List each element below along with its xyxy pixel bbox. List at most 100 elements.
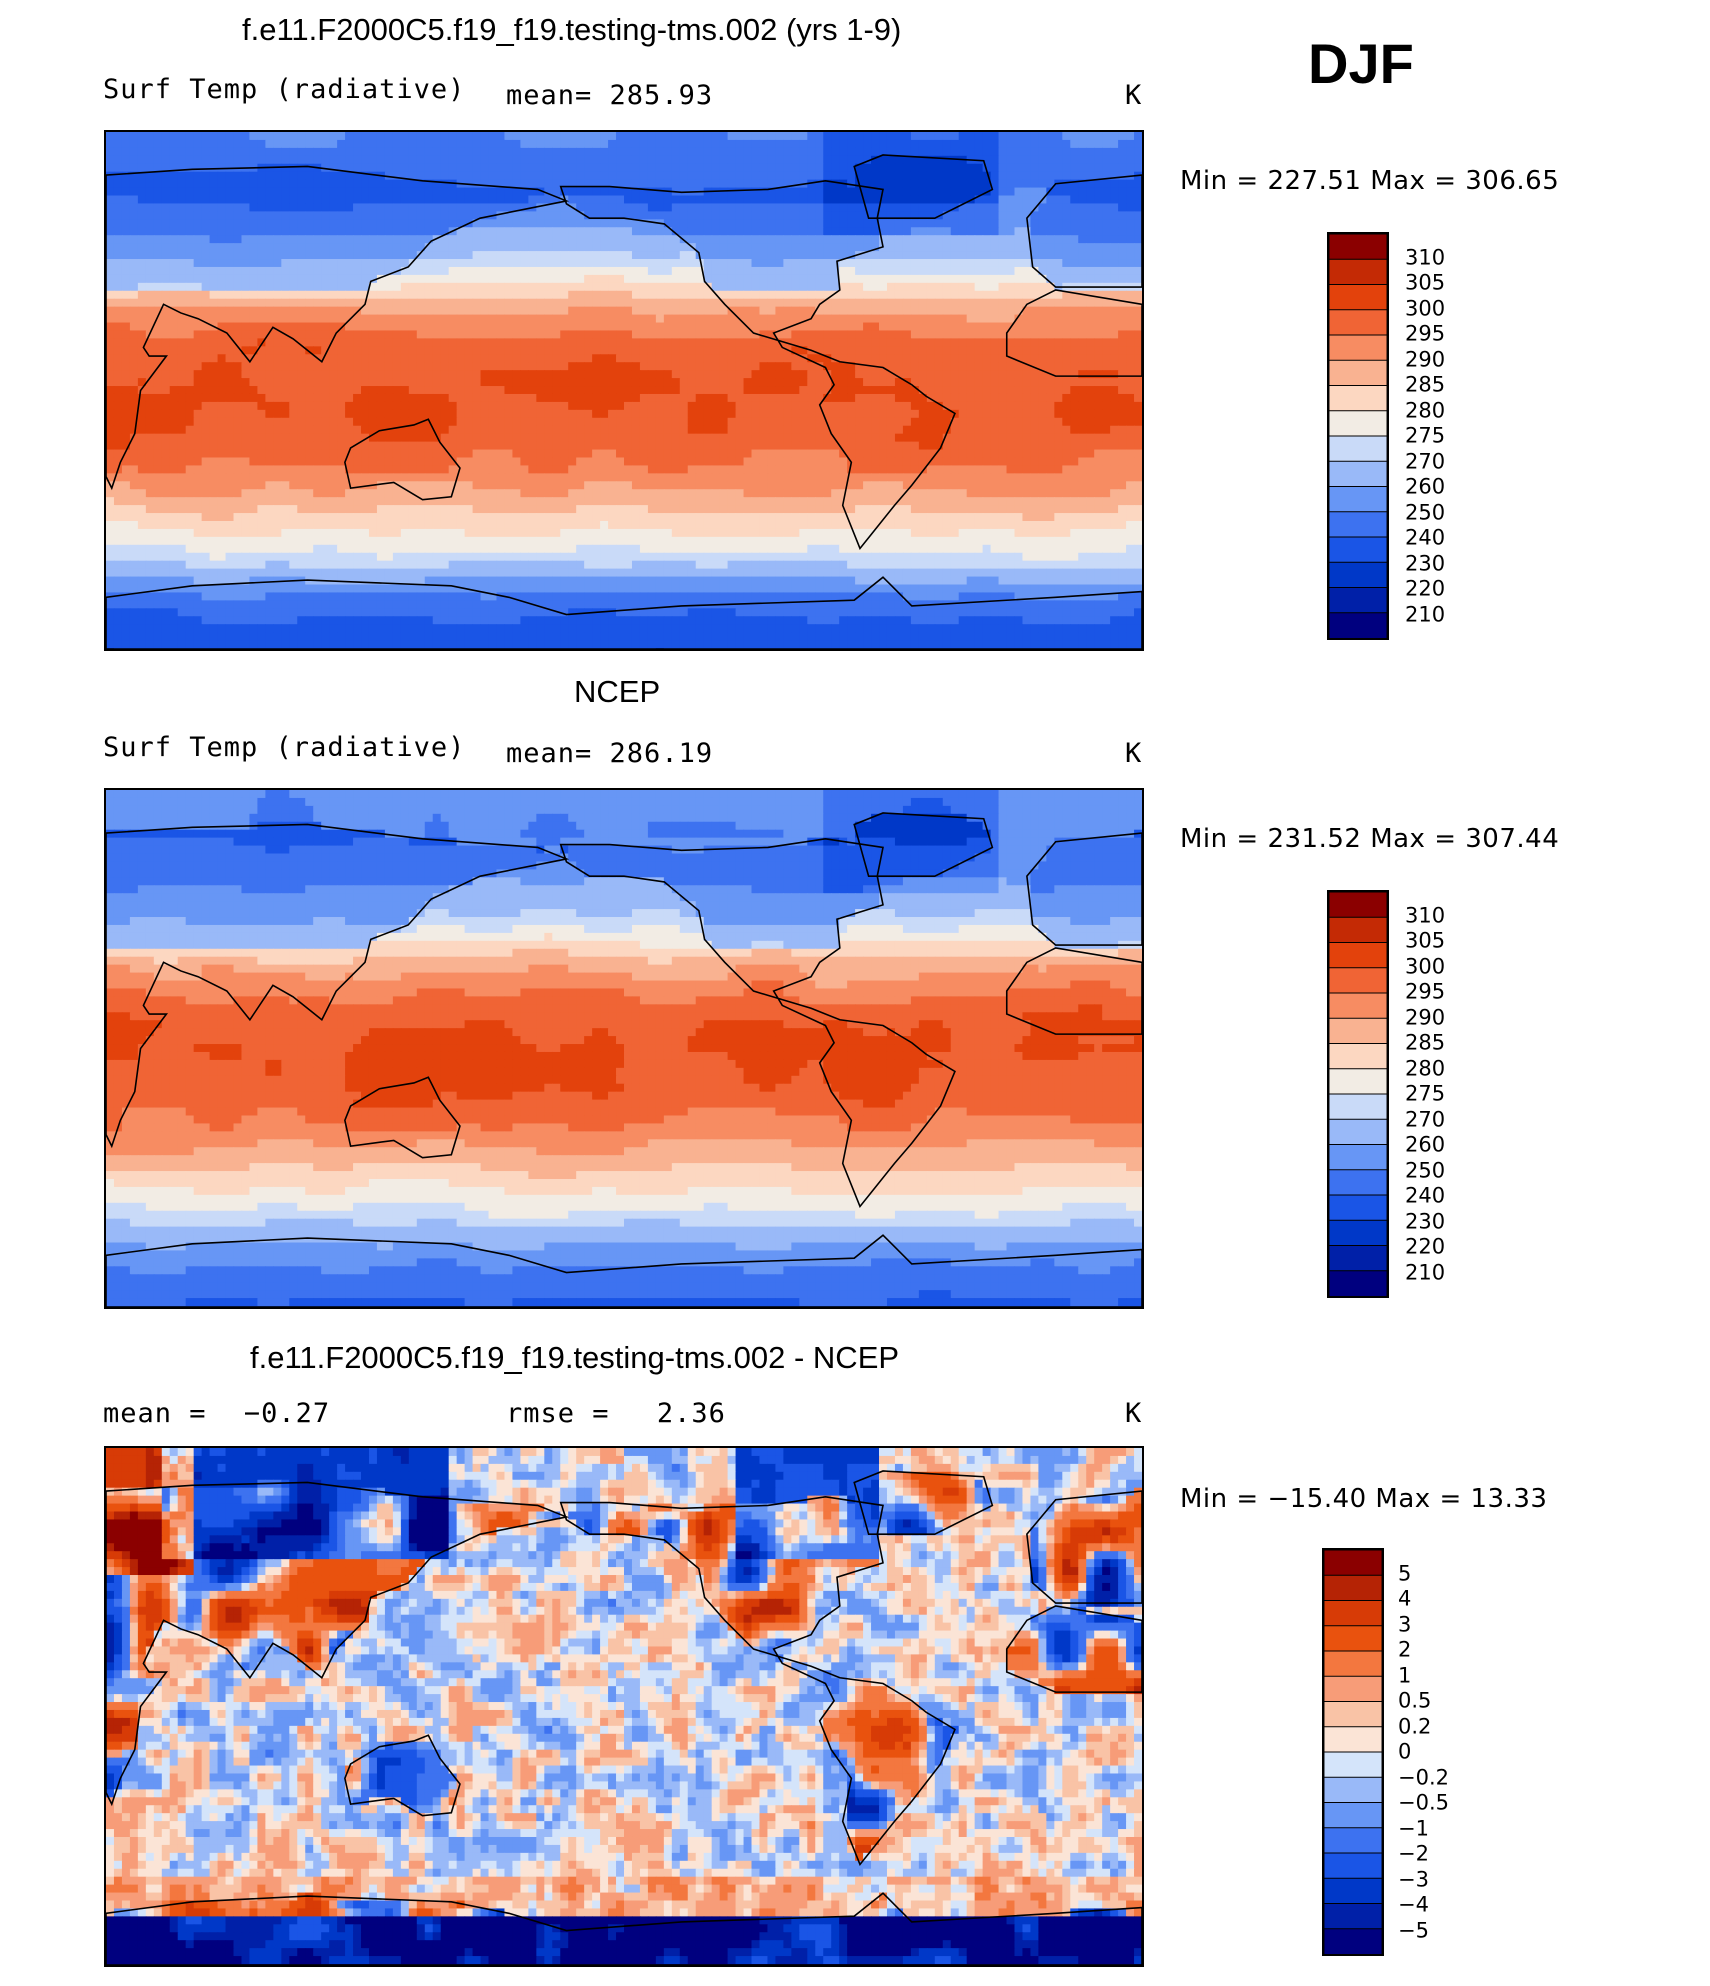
colorbar-box — [1329, 1270, 1387, 1296]
colorbar-box — [1324, 1802, 1382, 1829]
colorbar-tick-label: 260 — [1405, 1134, 1445, 1156]
panel1-map-svg — [106, 132, 1142, 649]
panel3-coastlines — [106, 1470, 1142, 1965]
colorbar-tick-label: 310 — [1405, 905, 1445, 926]
panel3-map-svg — [106, 1448, 1142, 1965]
colorbar-tick-label: −3 — [1398, 1869, 1429, 1890]
panel3-colorbar-svg — [1324, 1550, 1382, 1954]
colorbar-tick-label: −1 — [1398, 1818, 1429, 1839]
colorbar-tick-label: 285 — [1405, 1032, 1445, 1054]
coastline — [853, 1470, 994, 1535]
panel3-mean-text: mean = — [103, 1398, 207, 1429]
colorbar-box — [1324, 1726, 1382, 1753]
colorbar-box — [1329, 258, 1387, 286]
colorbar-tick-label: 280 — [1405, 400, 1445, 421]
colorbar-tick-label: 210 — [1405, 604, 1445, 625]
colorbar-box — [1329, 234, 1387, 261]
panel3-units: K — [1125, 1400, 1142, 1427]
colorbar-box — [1329, 1068, 1387, 1095]
colorbar-box — [1329, 1043, 1387, 1070]
coastline — [1005, 1605, 1142, 1693]
panel2-minmax: Min = 231.52 Max = 307.44 — [1180, 826, 1559, 852]
colorbar-box — [1324, 1625, 1382, 1652]
colorbar-tick-label: 220 — [1405, 1236, 1445, 1258]
colorbar-box — [1324, 1701, 1382, 1728]
colorbar-box — [1329, 892, 1387, 919]
colorbar-box — [1329, 536, 1387, 564]
colorbar-tick-label: 310 — [1405, 247, 1445, 268]
coastline — [344, 1734, 461, 1817]
colorbar-box — [1324, 1574, 1382, 1602]
colorbar-box — [1329, 385, 1387, 412]
coastline — [853, 154, 994, 219]
panel3-colorbar-labels: 5 4 3 2 1 0.5 0.2 0 −0.2 −0.5 −1 −2 −3 −4 −5 — [1398, 1548, 1478, 1956]
panel2-map — [104, 788, 1144, 1309]
colorbar-box — [1329, 309, 1387, 336]
panel2-colorbar-svg — [1329, 892, 1387, 1296]
panel3-rmse-label: rmse = 2.36 — [506, 1400, 726, 1427]
panel2-map-svg — [106, 790, 1142, 1307]
colorbar-tick-label: −0.2 — [1398, 1767, 1449, 1788]
panel2-units: K — [1125, 740, 1142, 767]
colorbar-tick-label: 3 — [1398, 1614, 1411, 1635]
panel3-field — [106, 1448, 1142, 1965]
colorbar-tick-label: 275 — [1405, 1083, 1445, 1105]
panel2-field — [106, 790, 1142, 1307]
coastline — [1026, 832, 1142, 946]
panel2-colorbar — [1327, 890, 1389, 1298]
colorbar-box — [1329, 587, 1387, 614]
colorbar-tick-label: 240 — [1405, 527, 1445, 549]
panel2-colorbar-labels: 310 305 300 295 290 285 280 275 270 260 250 240 230 2… — [1405, 890, 1485, 1298]
panel1-mean-value: 285.93 — [610, 80, 714, 111]
colorbar-tick-label: 0.2 — [1398, 1716, 1431, 1737]
colorbar-box — [1329, 1118, 1387, 1146]
panel1-title: f.e11.F2000C5.f19_f19.testing-tms.002 (y… — [242, 14, 901, 45]
colorbar-tick-label: 1 — [1398, 1665, 1411, 1686]
colorbar-box — [1329, 334, 1387, 362]
colorbar-box — [1329, 1245, 1387, 1272]
panel2-title: NCEP — [574, 676, 660, 707]
colorbar-box — [1324, 1550, 1382, 1577]
panel1-variable-label: Surf Temp (radiative) — [103, 76, 465, 103]
coastline — [559, 838, 956, 1209]
panel1-field — [106, 132, 1142, 649]
panel1-colorbar-svg — [1329, 234, 1387, 638]
panel3-mean-label: mean = −0.27 — [103, 1400, 330, 1427]
colorbar-box — [1324, 1776, 1382, 1804]
coastline — [106, 1234, 1142, 1307]
colorbar-tick-label: 285 — [1405, 374, 1445, 396]
panel2-mean-text: mean= — [506, 738, 592, 769]
colorbar-box — [1329, 1169, 1387, 1196]
panel3-title: f.e11.F2000C5.f19_f19.testing-tms.002 - … — [250, 1342, 899, 1373]
coastline — [559, 180, 956, 551]
colorbar-tick-label: 240 — [1405, 1185, 1445, 1207]
colorbar-tick-label: 230 — [1405, 1211, 1445, 1232]
colorbar-box — [1329, 511, 1387, 538]
colorbar-tick-label: 250 — [1405, 502, 1445, 523]
colorbar-box — [1329, 284, 1387, 311]
coastline — [106, 576, 1142, 649]
colorbar-tick-label: −2 — [1398, 1843, 1429, 1865]
coastline — [559, 1496, 956, 1867]
colorbar-box — [1329, 967, 1387, 994]
panel3-rmse-text: rmse = — [506, 1398, 610, 1429]
colorbar-tick-label: 260 — [1405, 476, 1445, 498]
colorbar-tick-label: −0.5 — [1398, 1792, 1449, 1814]
colorbar-box — [1324, 1751, 1382, 1779]
panel3-map — [104, 1446, 1144, 1967]
panel3-mean-value: −0.27 — [244, 1398, 330, 1429]
colorbar-tick-label: 290 — [1405, 1007, 1445, 1028]
panel3-rmse-value: 2.36 — [657, 1398, 726, 1429]
coastline — [853, 812, 994, 877]
coastline — [1005, 947, 1142, 1035]
colorbar-tick-label: 4 — [1398, 1588, 1411, 1610]
coastline — [106, 1481, 570, 1807]
coastline — [344, 1076, 461, 1159]
colorbar-box — [1324, 1928, 1382, 1954]
colorbar-tick-label: 300 — [1405, 956, 1445, 977]
colorbar-box — [1329, 942, 1387, 969]
colorbar-tick-label: −5 — [1398, 1920, 1429, 1941]
colorbar-box — [1329, 410, 1387, 437]
colorbar-box — [1324, 1675, 1382, 1703]
coastline — [1005, 289, 1142, 377]
